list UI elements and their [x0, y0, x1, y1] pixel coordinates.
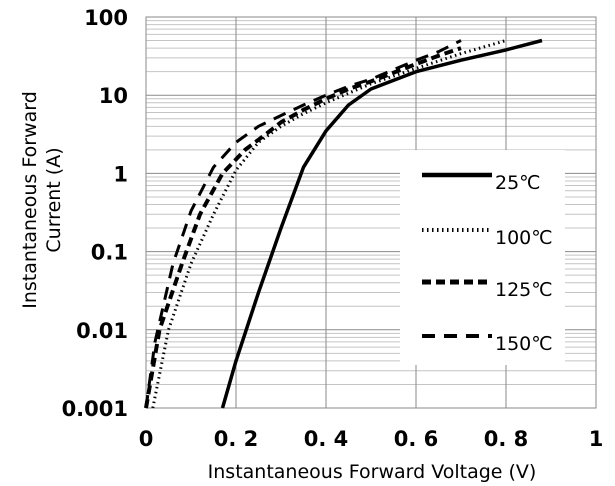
x-tick-label: 0. 2: [214, 427, 259, 451]
x-tick-label: 1: [589, 427, 604, 451]
y-axis-title-line1: Instantaneous Forward: [19, 91, 41, 309]
y-tick-label: 0.01: [76, 319, 128, 343]
y-axis-title-line2: Current (A): [43, 147, 65, 252]
legend-label: 125℃: [495, 279, 553, 301]
legend-label: 25℃: [495, 172, 541, 194]
series-line-1: [220, 38, 543, 409]
y-tick-label: 100: [84, 6, 128, 30]
y-tick-label: 10: [99, 84, 128, 108]
series-layer: [144, 38, 543, 409]
x-tick-label: 0. 8: [484, 427, 529, 451]
x-axis-title: Instantaneous Forward Voltage (V): [208, 461, 537, 483]
x-tick-label: 0. 6: [394, 427, 439, 451]
y-tick-label: 1: [113, 162, 128, 186]
x-tick-label: 0: [139, 427, 154, 451]
y-tick-label: 0.001: [62, 397, 128, 421]
y-tick-label: 0.1: [91, 241, 128, 265]
legend-label: 100℃: [495, 227, 553, 249]
x-tick-label: 0. 4: [304, 427, 349, 451]
series-line-4: [144, 39, 462, 409]
series-line-3: [144, 46, 462, 409]
plot-frame: [145, 16, 597, 409]
legend-box: [400, 150, 565, 365]
legend: 25℃ 100℃ 125℃ 150℃: [400, 150, 565, 365]
tick-labels: 0 0. 2 0. 4 0. 6 0. 8 1 0.001 0.01 0.1 1 10 100: [62, 6, 604, 451]
legend-label: 150℃: [495, 333, 553, 355]
